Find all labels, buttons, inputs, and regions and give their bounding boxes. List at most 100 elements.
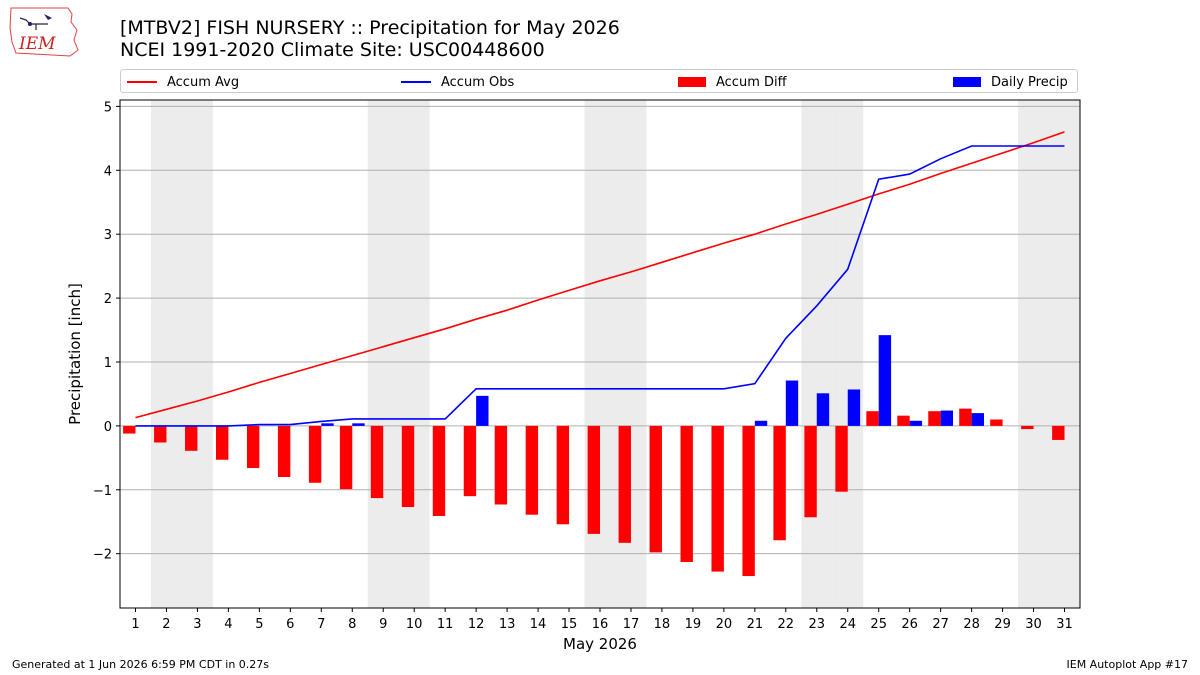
x-tick-label: 7 <box>317 617 325 632</box>
x-tick-label: 14 <box>530 617 547 632</box>
x-tick-label: 16 <box>592 617 609 632</box>
legend-label-accum-avg: Accum Avg <box>167 74 240 90</box>
x-tick-label: 10 <box>406 617 423 632</box>
daily-precip-bar <box>754 420 768 426</box>
x-tick-label: 13 <box>499 617 516 632</box>
y-tick-label: 1 <box>104 356 112 371</box>
x-tick-label: 26 <box>901 617 918 632</box>
daily-precip-bar <box>847 389 861 426</box>
x-tick-label: 18 <box>654 617 671 632</box>
legend-item-daily-precip: Daily Precip <box>953 73 1068 91</box>
legend-item-accum-diff: Accum Diff <box>678 73 787 91</box>
diff-bar <box>432 425 446 516</box>
legend-item-accum-obs: Accum Obs <box>401 73 514 91</box>
x-tick-label: 12 <box>468 617 485 632</box>
legend-label-accum-diff: Accum Diff <box>716 74 787 90</box>
footer-generated-text: Generated at 1 Jun 2026 6:59 PM CDT in 0… <box>12 658 270 671</box>
x-tick-label: 21 <box>747 617 764 632</box>
y-tick-label: −1 <box>93 484 112 499</box>
x-tick-label: 2 <box>162 617 170 632</box>
y-axis-label: Precipitation [inch] <box>66 283 84 425</box>
daily-precip-bar <box>352 423 365 426</box>
daily-precip-bar <box>971 413 984 426</box>
footer-app-label: IEM Autoplot App #17 <box>1066 658 1189 671</box>
daily-precip-bar <box>878 335 892 426</box>
legend: Accum Avg Accum Obs Accum Diff Daily Pre… <box>120 69 1078 93</box>
weekend-band <box>832 100 864 608</box>
x-tick-label: 20 <box>716 617 733 632</box>
iem-logo: IEM <box>9 7 79 57</box>
diff-bar <box>804 425 817 518</box>
x-tick-label: 11 <box>437 617 454 632</box>
legend-swatch-accum-obs <box>401 81 431 83</box>
y-tick-label: 2 <box>104 292 112 307</box>
y-tick-label: 0 <box>104 420 112 435</box>
x-tick-label: 15 <box>561 617 578 632</box>
weekend-band <box>367 100 399 608</box>
diff-bar <box>742 425 755 577</box>
diff-bar <box>277 425 291 478</box>
x-tick-label: 27 <box>932 617 949 632</box>
x-tick-label: 3 <box>193 617 201 632</box>
legend-label-accum-obs: Accum Obs <box>441 74 515 90</box>
x-tick-label: 17 <box>623 617 640 632</box>
x-tick-label: 6 <box>286 617 294 632</box>
diff-bar <box>494 425 508 505</box>
diff-bar <box>990 419 1003 426</box>
x-tick-label: 23 <box>809 617 826 632</box>
x-tick-label: 29 <box>994 617 1011 632</box>
y-tick-label: 3 <box>104 228 112 243</box>
diff-bar <box>773 425 786 541</box>
y-tick-label: 5 <box>104 100 112 115</box>
diff-bar <box>216 425 229 460</box>
diff-bar <box>154 425 167 443</box>
diff-bar <box>339 425 353 490</box>
weekend-band <box>150 100 182 608</box>
diff-bar <box>1052 425 1065 440</box>
legend-item-accum-avg: Accum Avg <box>127 73 239 91</box>
x-tick-label: 25 <box>870 617 887 632</box>
x-tick-label: 4 <box>224 617 232 632</box>
daily-precip-bar <box>785 380 799 426</box>
x-tick-label: 19 <box>685 617 702 632</box>
weekend-band <box>1049 100 1080 608</box>
x-tick-label: 24 <box>839 617 856 632</box>
logo-text: IEM <box>18 34 56 54</box>
x-tick-label: 28 <box>963 617 980 632</box>
weekend-band <box>1018 100 1050 608</box>
y-tick-label: 4 <box>104 164 112 179</box>
daily-precip-bar <box>816 393 830 426</box>
diff-bar <box>711 425 724 572</box>
diff-bar <box>618 425 631 543</box>
chart-title: [MTBV2] FISH NURSERY :: Precipitation fo… <box>120 17 620 39</box>
diff-bar <box>401 425 415 508</box>
legend-swatch-daily-precip <box>953 77 981 87</box>
x-tick-label: 5 <box>255 617 263 632</box>
diff-bar <box>649 425 662 553</box>
diff-bar <box>680 425 693 562</box>
diff-bar <box>835 425 848 492</box>
weekend-band <box>398 100 430 608</box>
weekend-band <box>181 100 213 608</box>
legend-label-daily-precip: Daily Precip <box>991 74 1068 90</box>
x-tick-label: 30 <box>1025 617 1042 632</box>
x-tick-label: 1 <box>131 617 139 632</box>
diff-bar <box>246 425 260 469</box>
daily-precip-bar <box>909 420 923 426</box>
diff-bar <box>123 425 136 434</box>
y-tick-label: −2 <box>93 548 112 563</box>
chart-subtitle: NCEI 1991-2020 Climate Site: USC00448600 <box>120 39 545 61</box>
diff-bar <box>959 408 972 426</box>
x-tick-label: 9 <box>379 617 387 632</box>
x-axis-label: May 2026 <box>563 635 637 653</box>
daily-precip-bar <box>940 410 954 426</box>
diff-bar <box>308 425 322 483</box>
x-tick-label: 22 <box>778 617 795 632</box>
diff-bar <box>556 425 570 525</box>
diff-bar <box>525 425 539 515</box>
daily-precip-bar <box>321 423 334 426</box>
daily-precip-bar <box>476 395 489 426</box>
legend-swatch-accum-avg <box>127 81 157 83</box>
diff-bar <box>463 425 477 497</box>
